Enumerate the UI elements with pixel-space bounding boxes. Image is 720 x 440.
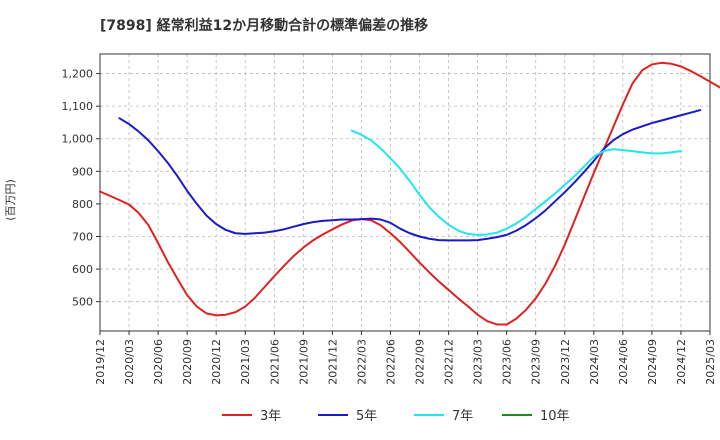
series-lines	[99, 61, 720, 326]
series-line-5年	[118, 109, 702, 242]
y-tick-label: 1,200	[62, 68, 94, 81]
plot-area-border	[99, 53, 711, 332]
legend-label: 3年	[260, 409, 281, 424]
y-tick-label: 800	[72, 198, 93, 211]
x-tick-label: 2021/12	[326, 339, 339, 385]
y-tick-label: 1,000	[62, 133, 94, 146]
series-line-3年	[99, 61, 720, 326]
x-tick-label: 2023/03	[472, 339, 485, 385]
x-tick-label: 2023/09	[530, 339, 543, 385]
x-tick-label: 2020/03	[123, 339, 136, 385]
x-tick-label: 2021/03	[239, 339, 252, 385]
x-tick-label: 2023/12	[559, 339, 572, 385]
x-tick-label: 2024/12	[675, 339, 688, 385]
y-tick-label: 500	[72, 296, 93, 309]
x-tick-label: 2024/03	[588, 339, 601, 385]
y-axis-label: (百万円)	[4, 179, 17, 221]
x-axis: 2019/12 2020/03 2020/06 2020/09 2020/12 2021/…	[94, 331, 717, 385]
y-tick-label: 600	[72, 263, 93, 276]
y-tick-label: 1,100	[62, 100, 94, 113]
x-tick-label: 2020/06	[152, 339, 165, 385]
x-tick-label: 2022/06	[384, 339, 397, 385]
legend-label: 5年	[356, 409, 377, 424]
x-tick-label: 2021/09	[297, 339, 310, 385]
x-tick-label: 2024/06	[617, 339, 630, 385]
y-axis: 500 600 700 800 900 1,000 1,100 1,200	[62, 68, 100, 309]
chart-title: [7898] 経常利益12か月移動合計の標準偏差の推移	[100, 17, 428, 34]
legend: 3年 5年 7年 10年	[222, 409, 570, 424]
x-tick-label: 2024/09	[646, 339, 659, 385]
x-tick-label: 2022/09	[414, 339, 427, 385]
y-tick-label: 900	[72, 165, 93, 178]
legend-label: 10年	[540, 409, 570, 424]
legend-item-10年: 10年	[502, 409, 570, 424]
x-tick-label: 2022/12	[443, 339, 456, 385]
legend-item-7年: 7年	[414, 409, 473, 424]
x-tick-label: 2020/12	[210, 339, 223, 385]
x-tick-label: 2023/06	[501, 339, 514, 385]
legend-label: 7年	[452, 409, 473, 424]
series-line-7年	[350, 129, 682, 236]
legend-item-5年: 5年	[318, 409, 377, 424]
legend-item-3年: 3年	[222, 409, 281, 424]
x-tick-label: 2022/03	[355, 339, 368, 385]
x-tick-label: 2021/06	[268, 339, 281, 385]
x-tick-label: 2020/09	[181, 339, 194, 385]
x-tick-label: 2025/03	[704, 339, 717, 385]
grid	[99, 54, 711, 331]
y-tick-label: 700	[72, 230, 93, 243]
x-tick-label: 2019/12	[94, 339, 107, 385]
